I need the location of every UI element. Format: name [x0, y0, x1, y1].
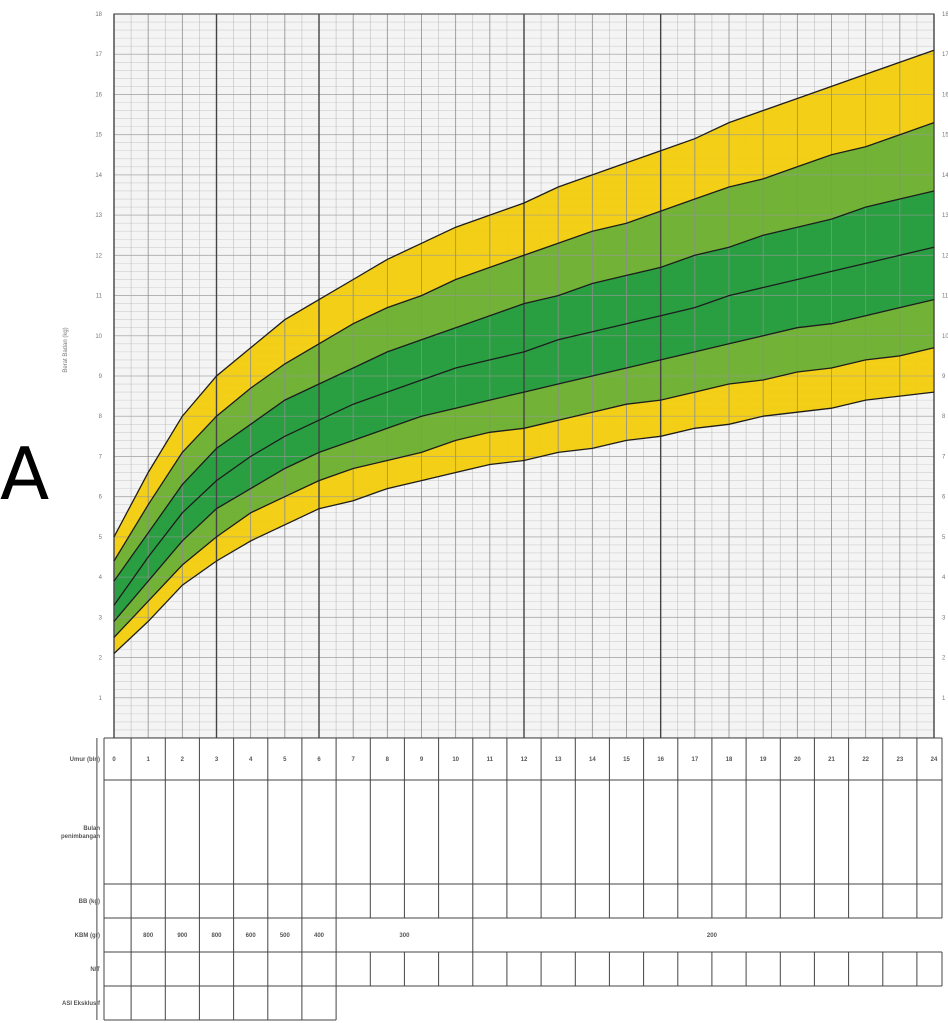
table-body	[114, 738, 942, 1020]
table-month: 20	[794, 757, 801, 763]
y-tick-label-right: 5	[942, 535, 946, 541]
table-month: 19	[760, 757, 767, 763]
table-month: 1	[146, 757, 150, 763]
table-row-label: N/T	[90, 967, 100, 973]
y-tick-label: 5	[99, 535, 103, 541]
table-row-label: Umur (bln)	[70, 757, 100, 763]
growth-curve	[113, 298, 935, 622]
table-month: 23	[896, 757, 903, 763]
table-month: 4	[249, 757, 253, 763]
y-tick-label: 9	[99, 374, 103, 380]
y-tick-label: 3	[99, 615, 103, 621]
table-month: 5	[283, 757, 287, 763]
y-tick-label-right: 3	[942, 615, 946, 621]
table-month: 13	[555, 757, 562, 763]
table-row-label: KBM (gr)	[75, 933, 100, 939]
table-month: 10	[452, 757, 459, 763]
growth-curve	[113, 391, 935, 654]
kbm-value: 500	[280, 933, 291, 939]
y-tick-label-right: 2	[942, 656, 946, 662]
y-tick-label-right: 1	[942, 696, 946, 702]
table-month: 21	[828, 757, 835, 763]
y-tick-label: 17	[95, 52, 102, 58]
y-tick-label: 18	[95, 12, 102, 18]
y-tick-label-right: 6	[942, 495, 946, 501]
y-tick-label-right: 14	[942, 173, 948, 179]
y-tick-label: 14	[95, 173, 102, 179]
table-month: 15	[623, 757, 630, 763]
table-month: 24	[931, 757, 938, 763]
growth-curve	[113, 347, 935, 638]
kms-table: Umur (bln) Bulan penimbangan BB (kg) KBM (gr…	[61, 737, 943, 1021]
y-tick-label-right: 18	[942, 12, 948, 18]
y-tick-label: 13	[95, 213, 102, 219]
table-month: 14	[589, 757, 596, 763]
kbm-value: 800	[143, 933, 154, 939]
y-tick-label-right: 12	[942, 253, 948, 259]
y-tick-label-right: 9	[942, 374, 946, 380]
growth-curve	[113, 49, 935, 538]
kbm-value: 400	[314, 933, 325, 939]
table-month: 18	[726, 757, 733, 763]
growth-curves	[113, 49, 935, 654]
y-tick-label-right: 10	[942, 334, 948, 340]
y-tick-label: 16	[95, 92, 102, 98]
kbm-value: 200	[707, 933, 718, 939]
y-tick-label-right: 4	[942, 575, 946, 581]
kbm-value: 900	[177, 933, 188, 939]
y-tick-label: 6	[99, 495, 103, 501]
panel-label: A	[0, 432, 50, 516]
kbm-value: 800	[211, 933, 222, 939]
table-row-label: Bulan	[83, 826, 100, 832]
y-tick-label: 10	[95, 334, 102, 340]
y-tick-label-right: 16	[942, 92, 948, 98]
y-tick-label: 2	[99, 656, 103, 662]
y-tick-label: 12	[95, 253, 102, 259]
y-tick-label-right: 7	[942, 454, 946, 460]
table-month: 22	[862, 757, 869, 763]
table-month: 8	[386, 757, 390, 763]
kbm-value: 300	[399, 933, 410, 939]
kbm-value: 600	[246, 933, 257, 939]
table-month: 12	[521, 757, 528, 763]
growth-band	[114, 299, 934, 638]
table-month: 7	[351, 757, 355, 763]
table-month: 6	[317, 757, 321, 763]
y-tick-label-right: 15	[942, 133, 948, 139]
y-tick-label: 7	[99, 454, 103, 460]
table-month: 3	[215, 757, 219, 763]
y-tick-label-right: 11	[942, 294, 948, 300]
y-axis-label: Berat Badan (kg)	[63, 327, 69, 372]
growth-curve	[113, 190, 935, 582]
y-tick-label-right: 8	[942, 414, 946, 420]
y-tick-label: 15	[95, 133, 102, 139]
table-month: 11	[487, 757, 494, 763]
table-month: 17	[691, 757, 698, 763]
y-tick-label-right: 17	[942, 52, 948, 58]
growth-curve	[113, 246, 935, 606]
table-month: 0	[112, 757, 116, 763]
table-month: 2	[181, 757, 185, 763]
table-row-label: penimbangan	[61, 834, 100, 840]
y-tick-label: 11	[96, 294, 103, 300]
table-row-label: ASI Eksklusif	[62, 1001, 101, 1007]
y-tick-label: 8	[99, 414, 103, 420]
y-tick-label-right: 13	[942, 213, 948, 219]
table-row-label: BB (kg)	[79, 899, 100, 905]
growth-curve	[113, 121, 935, 562]
y-tick-label: 4	[99, 575, 103, 581]
table-month: 16	[657, 757, 664, 763]
table-month: 9	[420, 757, 424, 763]
y-tick-label: 1	[99, 696, 103, 702]
